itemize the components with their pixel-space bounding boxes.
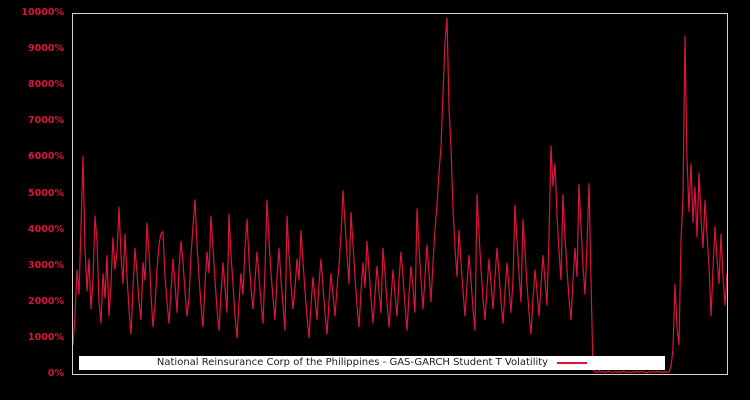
y-tick-label: 3000%: [28, 259, 64, 271]
legend-label: National Reinsurance Corp of the Philipp…: [156, 357, 549, 368]
y-tick-label: 0%: [47, 368, 64, 379]
y-tick-label: 7000%: [28, 115, 64, 127]
volatility-line: [73, 17, 727, 374]
y-tick-label: 10000%: [21, 7, 64, 18]
y-tick-label: 2000%: [28, 295, 64, 307]
y-tick-label: 9000%: [28, 43, 64, 55]
y-tick-label: 4000%: [28, 223, 64, 235]
y-tick-label: 1000%: [28, 331, 64, 343]
y-tick-label: 6000%: [28, 151, 64, 163]
legend: National Reinsurance Corp of the Philipp…: [79, 356, 665, 370]
y-tick-label: 8000%: [28, 79, 64, 91]
y-tick-label: 5000%: [28, 187, 64, 199]
plot-area: National Reinsurance Corp of the Philipp…: [72, 13, 728, 375]
legend-line-sample-icon: [557, 362, 588, 364]
volatility-line-svg: [73, 17, 727, 374]
y-axis-ticks: 0% 1000% 2000% 3000% 4000% 5000% 6000% 7000% 800…: [0, 0, 68, 400]
